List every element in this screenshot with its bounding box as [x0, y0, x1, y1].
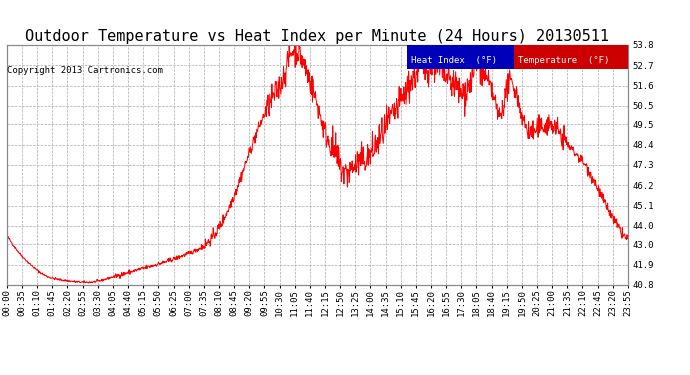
Text: Temperature  (°F): Temperature (°F): [518, 56, 609, 65]
Text: Heat Index  (°F): Heat Index (°F): [411, 56, 497, 65]
Text: Copyright 2013 Cartronics.com: Copyright 2013 Cartronics.com: [7, 66, 163, 75]
Title: Outdoor Temperature vs Heat Index per Minute (24 Hours) 20130511: Outdoor Temperature vs Heat Index per Mi…: [26, 29, 609, 44]
